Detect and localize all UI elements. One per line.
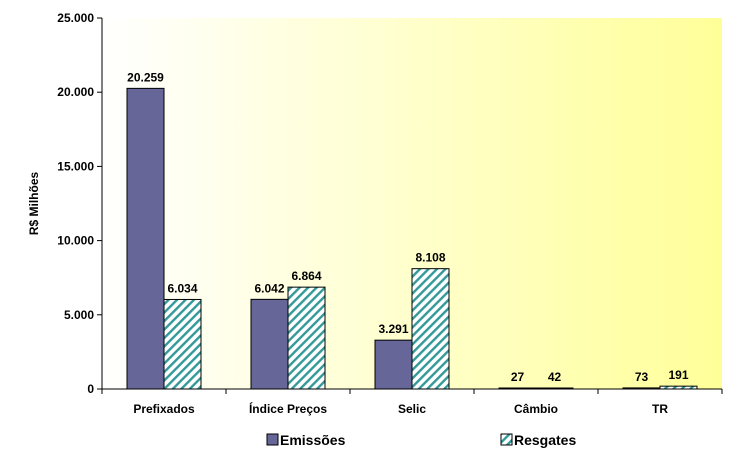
data-label: 6.034 <box>167 281 197 295</box>
bar-resgates <box>535 387 574 390</box>
data-label: 3.291 <box>378 322 408 336</box>
y-axis-title: R$ Milhões <box>27 172 41 236</box>
x-tick-label: Prefixados <box>133 402 195 416</box>
bar-emissoes <box>250 298 289 390</box>
bar-emissoes <box>498 387 537 390</box>
legend-label: Emissões <box>280 432 346 448</box>
bar-emissoes <box>622 387 661 390</box>
legend-swatch <box>500 433 513 446</box>
data-label: 6.042 <box>254 281 284 295</box>
bar-resgates <box>163 298 202 390</box>
x-tick-label: Câmbio <box>514 402 558 416</box>
bar-resgates <box>659 385 698 390</box>
data-label: 42 <box>548 370 562 384</box>
y-tick-label: 20.000 <box>57 85 94 99</box>
data-label: 8.108 <box>415 251 445 265</box>
data-label: 73 <box>635 370 649 384</box>
bar-emissoes <box>126 87 165 390</box>
y-tick-label: 25.000 <box>57 11 94 25</box>
legend-label: Resgates <box>514 432 576 448</box>
x-tick-label: TR <box>652 402 668 416</box>
data-label: 191 <box>668 368 688 382</box>
data-label: 20.259 <box>127 70 164 84</box>
bar-emissoes <box>374 339 413 390</box>
legend-swatch <box>266 433 279 446</box>
y-tick-label: 10.000 <box>57 234 94 248</box>
bar-resgates <box>287 286 326 390</box>
data-label: 6.864 <box>291 269 321 283</box>
y-tick-label: 0 <box>87 382 94 396</box>
x-tick-label: Selic <box>398 402 426 416</box>
x-tick-label: Índice Preços <box>249 401 327 416</box>
y-tick-label: 5.000 <box>64 308 94 322</box>
bar-resgates <box>411 268 450 390</box>
data-label: 27 <box>511 370 525 384</box>
y-tick-label: 15.000 <box>57 159 94 173</box>
